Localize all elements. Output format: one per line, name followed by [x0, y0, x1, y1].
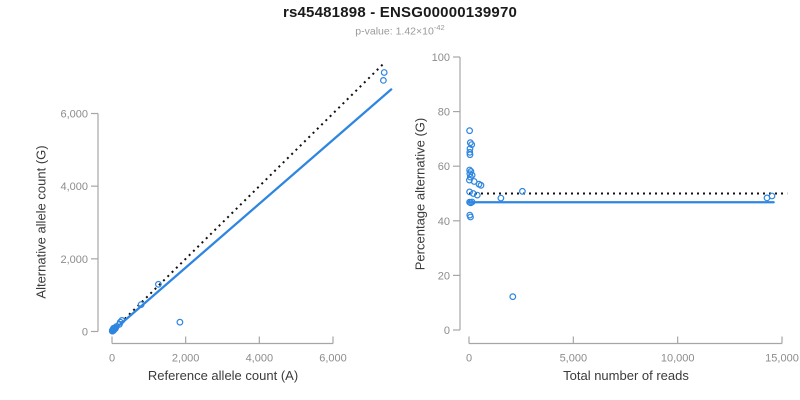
data-point: [768, 192, 776, 200]
data-point: [380, 69, 388, 76]
data-point: [466, 188, 474, 196]
y-tick-label: 20: [438, 270, 450, 282]
x-axis-label-left: Reference allele count (A): [147, 368, 299, 383]
y-tick-label: 4,000: [60, 181, 88, 193]
data-point: [466, 148, 474, 156]
data-point: [467, 213, 474, 221]
y-axis-label-right: Percentage alternative (G): [412, 117, 428, 271]
data-point: [468, 171, 476, 179]
x-tick-label: 10,000: [661, 353, 695, 365]
x-tick-label: 0: [109, 353, 115, 365]
y-tick-label: 2,000: [60, 254, 88, 266]
pvalue-prefix: p-value:: [355, 25, 396, 38]
pvalue-exponent: -42: [433, 23, 445, 32]
y-tick-label: 60: [438, 161, 450, 173]
y-tick-label: 6,000: [60, 109, 88, 121]
data-point: [466, 166, 474, 174]
y-tick-label: 100: [432, 52, 450, 64]
data-point: [497, 194, 505, 202]
fit-line: [110, 88, 393, 333]
data-point: [509, 293, 517, 301]
x-tick-label: 6,000: [319, 353, 347, 365]
data-point: [154, 280, 162, 288]
x-tick-label: 2,000: [172, 353, 200, 365]
data-point: [115, 320, 123, 328]
data-point: [477, 181, 485, 189]
y-tick-label: 80: [438, 107, 450, 119]
data-point: [468, 198, 476, 206]
times-symbol: ×: [416, 25, 423, 38]
page-title: rs45481898 - ENSG00000139970: [282, 4, 518, 21]
y-tick-label: 0: [82, 327, 88, 339]
data-point: [110, 327, 117, 334]
y-tick-label: 0: [444, 325, 450, 337]
data-point: [473, 191, 481, 199]
data-point: [380, 76, 387, 84]
data-point: [519, 187, 526, 195]
reference-line: [111, 61, 387, 333]
data-point: [468, 141, 476, 149]
x-tick-label: 15,000: [765, 353, 799, 365]
right-plot: 0 5,000 10,000 15,000 0 20 40 60 80 100: [432, 52, 799, 365]
pvalue-subtitle: p-value: 1.42×10-42: [0, 23, 800, 38]
data-point: [466, 151, 474, 159]
x-tick-label: 5,000: [560, 353, 588, 365]
data-point: [176, 318, 184, 326]
x-axis-label-right: Total number of reads: [563, 368, 689, 383]
y-axis-label-left: Alternative allele count (G): [33, 145, 49, 299]
pvalue-base: 10: [422, 25, 434, 38]
pvalue-mantissa: 1.42: [395, 25, 417, 38]
data-point: [137, 301, 145, 309]
data-point: [466, 127, 474, 135]
data-point: [466, 173, 474, 181]
y-tick-label: 40: [438, 216, 450, 228]
x-tick-label: 4,000: [246, 353, 274, 365]
x-tick-label: 0: [466, 353, 472, 365]
left-plot: 0 2,000 4,000 6,000 0 2,000 4,000 6,000: [60, 61, 393, 365]
data-point: [469, 190, 477, 197]
